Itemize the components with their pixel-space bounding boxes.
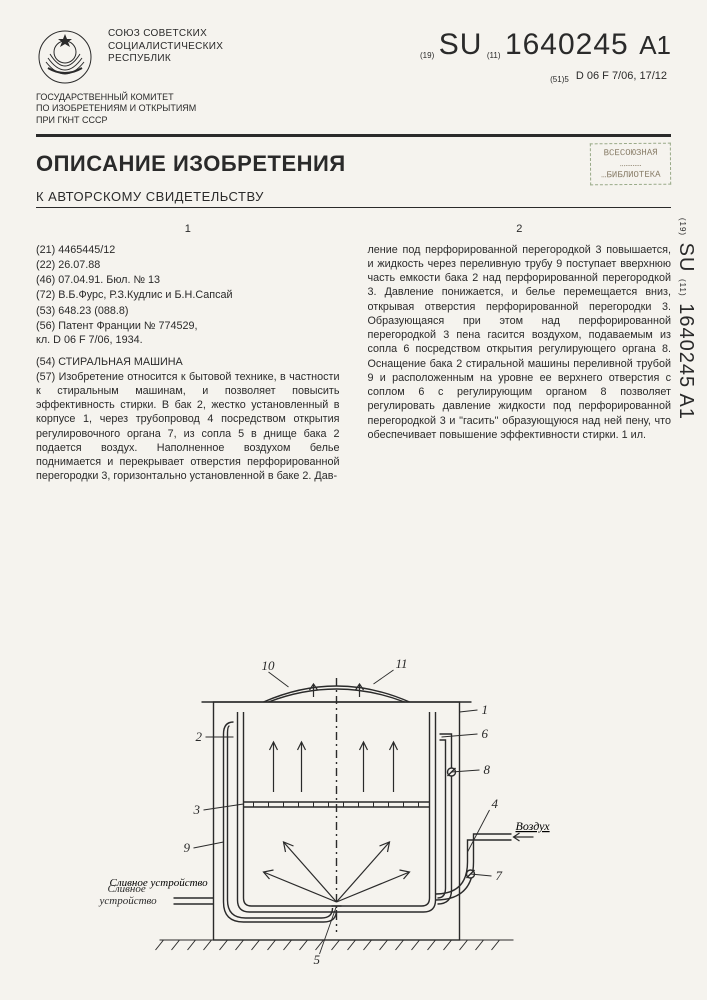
air-label: Воздух xyxy=(516,819,551,833)
prefix-19: (19) xyxy=(420,51,434,60)
abstract-right: ление под перфорированной перегородкой 3… xyxy=(368,243,672,443)
doc-number: 1640245 xyxy=(505,28,629,61)
col-num-right: 2 xyxy=(368,222,672,237)
column-right: 2 ление под перфорированной перегородкой… xyxy=(368,222,672,484)
ref-2: 2 xyxy=(196,729,203,744)
ref-7: 7 xyxy=(496,868,503,883)
field-53: (53) 648.23 (088.8) xyxy=(36,304,340,318)
page-subtitle: К АВТОРСКОМУ СВИДЕТЕЛЬСТВУ xyxy=(36,189,671,204)
field-21: (21) 4465445/12 xyxy=(36,243,340,257)
ref-11: 11 xyxy=(396,656,408,671)
doc-suffix: A1 xyxy=(639,30,671,60)
text-columns: 1 (21) 4465445/12 (22) 26.07.88 (46) 07.… xyxy=(36,222,671,484)
divider-thick xyxy=(36,134,671,137)
country-code: SU xyxy=(439,28,483,61)
ipc-class: (51)5 D 06 F 7/06, 17/12 xyxy=(420,70,667,84)
divider-thin xyxy=(36,207,671,208)
library-stamp: ВСЕСОЮЗНАЯ ………… …БИБЛИОТЕКА xyxy=(589,142,671,185)
figure: 10 11 1 6 8 4 7 2 3 9 5 Воздух Сливное у… xyxy=(60,642,607,972)
column-left: 1 (21) 4465445/12 (22) 26.07.88 (46) 07.… xyxy=(36,222,340,484)
col-num-left: 1 xyxy=(36,222,340,237)
biblio-block: (21) 4465445/12 (22) 26.07.88 (46) 07.04… xyxy=(36,243,340,348)
doc-number-block: (19) SU (11) 1640245 A1 (51)5 D 06 F 7/0… xyxy=(420,28,671,84)
page-title: ОПИСАНИЕ ИЗОБРЕТЕНИЯ xyxy=(36,151,346,177)
ref-1: 1 xyxy=(482,702,489,717)
svg-text:устройство: устройство xyxy=(99,895,158,907)
ref-5: 5 xyxy=(314,952,321,967)
field-46: (46) 07.04.91. Бюл. № 13 xyxy=(36,273,340,287)
svg-text:Сливное: Сливное xyxy=(108,883,146,895)
title-row: ОПИСАНИЕ ИЗОБРЕТЕНИЯ ВСЕСОЮЗНАЯ ………… …БИ… xyxy=(36,143,671,185)
committee-text: ГОСУДАРСТВЕННЫЙ КОМИТЕТ ПО ИЗОБРЕТЕНИЯМ … xyxy=(36,92,671,126)
ref-9: 9 xyxy=(184,840,191,855)
side-doc-number: (19) SU (11) 1640245 A1 xyxy=(674,218,697,420)
field-22: (22) 26.07.88 xyxy=(36,258,340,272)
ref-3: 3 xyxy=(193,802,201,817)
header: СОЮЗ СОВЕТСКИХ СОЦИАЛИСТИЧЕСКИХ РЕСПУБЛИ… xyxy=(36,28,671,86)
ref-8: 8 xyxy=(484,762,491,777)
abstract-left: (57) Изобретение относится к бытовой тех… xyxy=(36,370,340,484)
field-56: (56) Патент Франции № 774529, кл. D 06 F… xyxy=(36,319,340,348)
ref-4: 4 xyxy=(492,796,499,811)
union-text: СОЮЗ СОВЕТСКИХ СОЦИАЛИСТИЧЕСКИХ РЕСПУБЛИ… xyxy=(108,28,223,66)
prefix-11: (11) xyxy=(487,51,501,60)
ref-6: 6 xyxy=(482,726,489,741)
field-54: (54) СТИРАЛЬНАЯ МАШИНА xyxy=(36,355,340,369)
ref-10: 10 xyxy=(262,658,276,673)
field-72: (72) В.Б.Фурс, Р.З.Кудлис и Б.Н.Сапсай xyxy=(36,288,340,302)
ussr-emblem-icon xyxy=(36,28,94,86)
